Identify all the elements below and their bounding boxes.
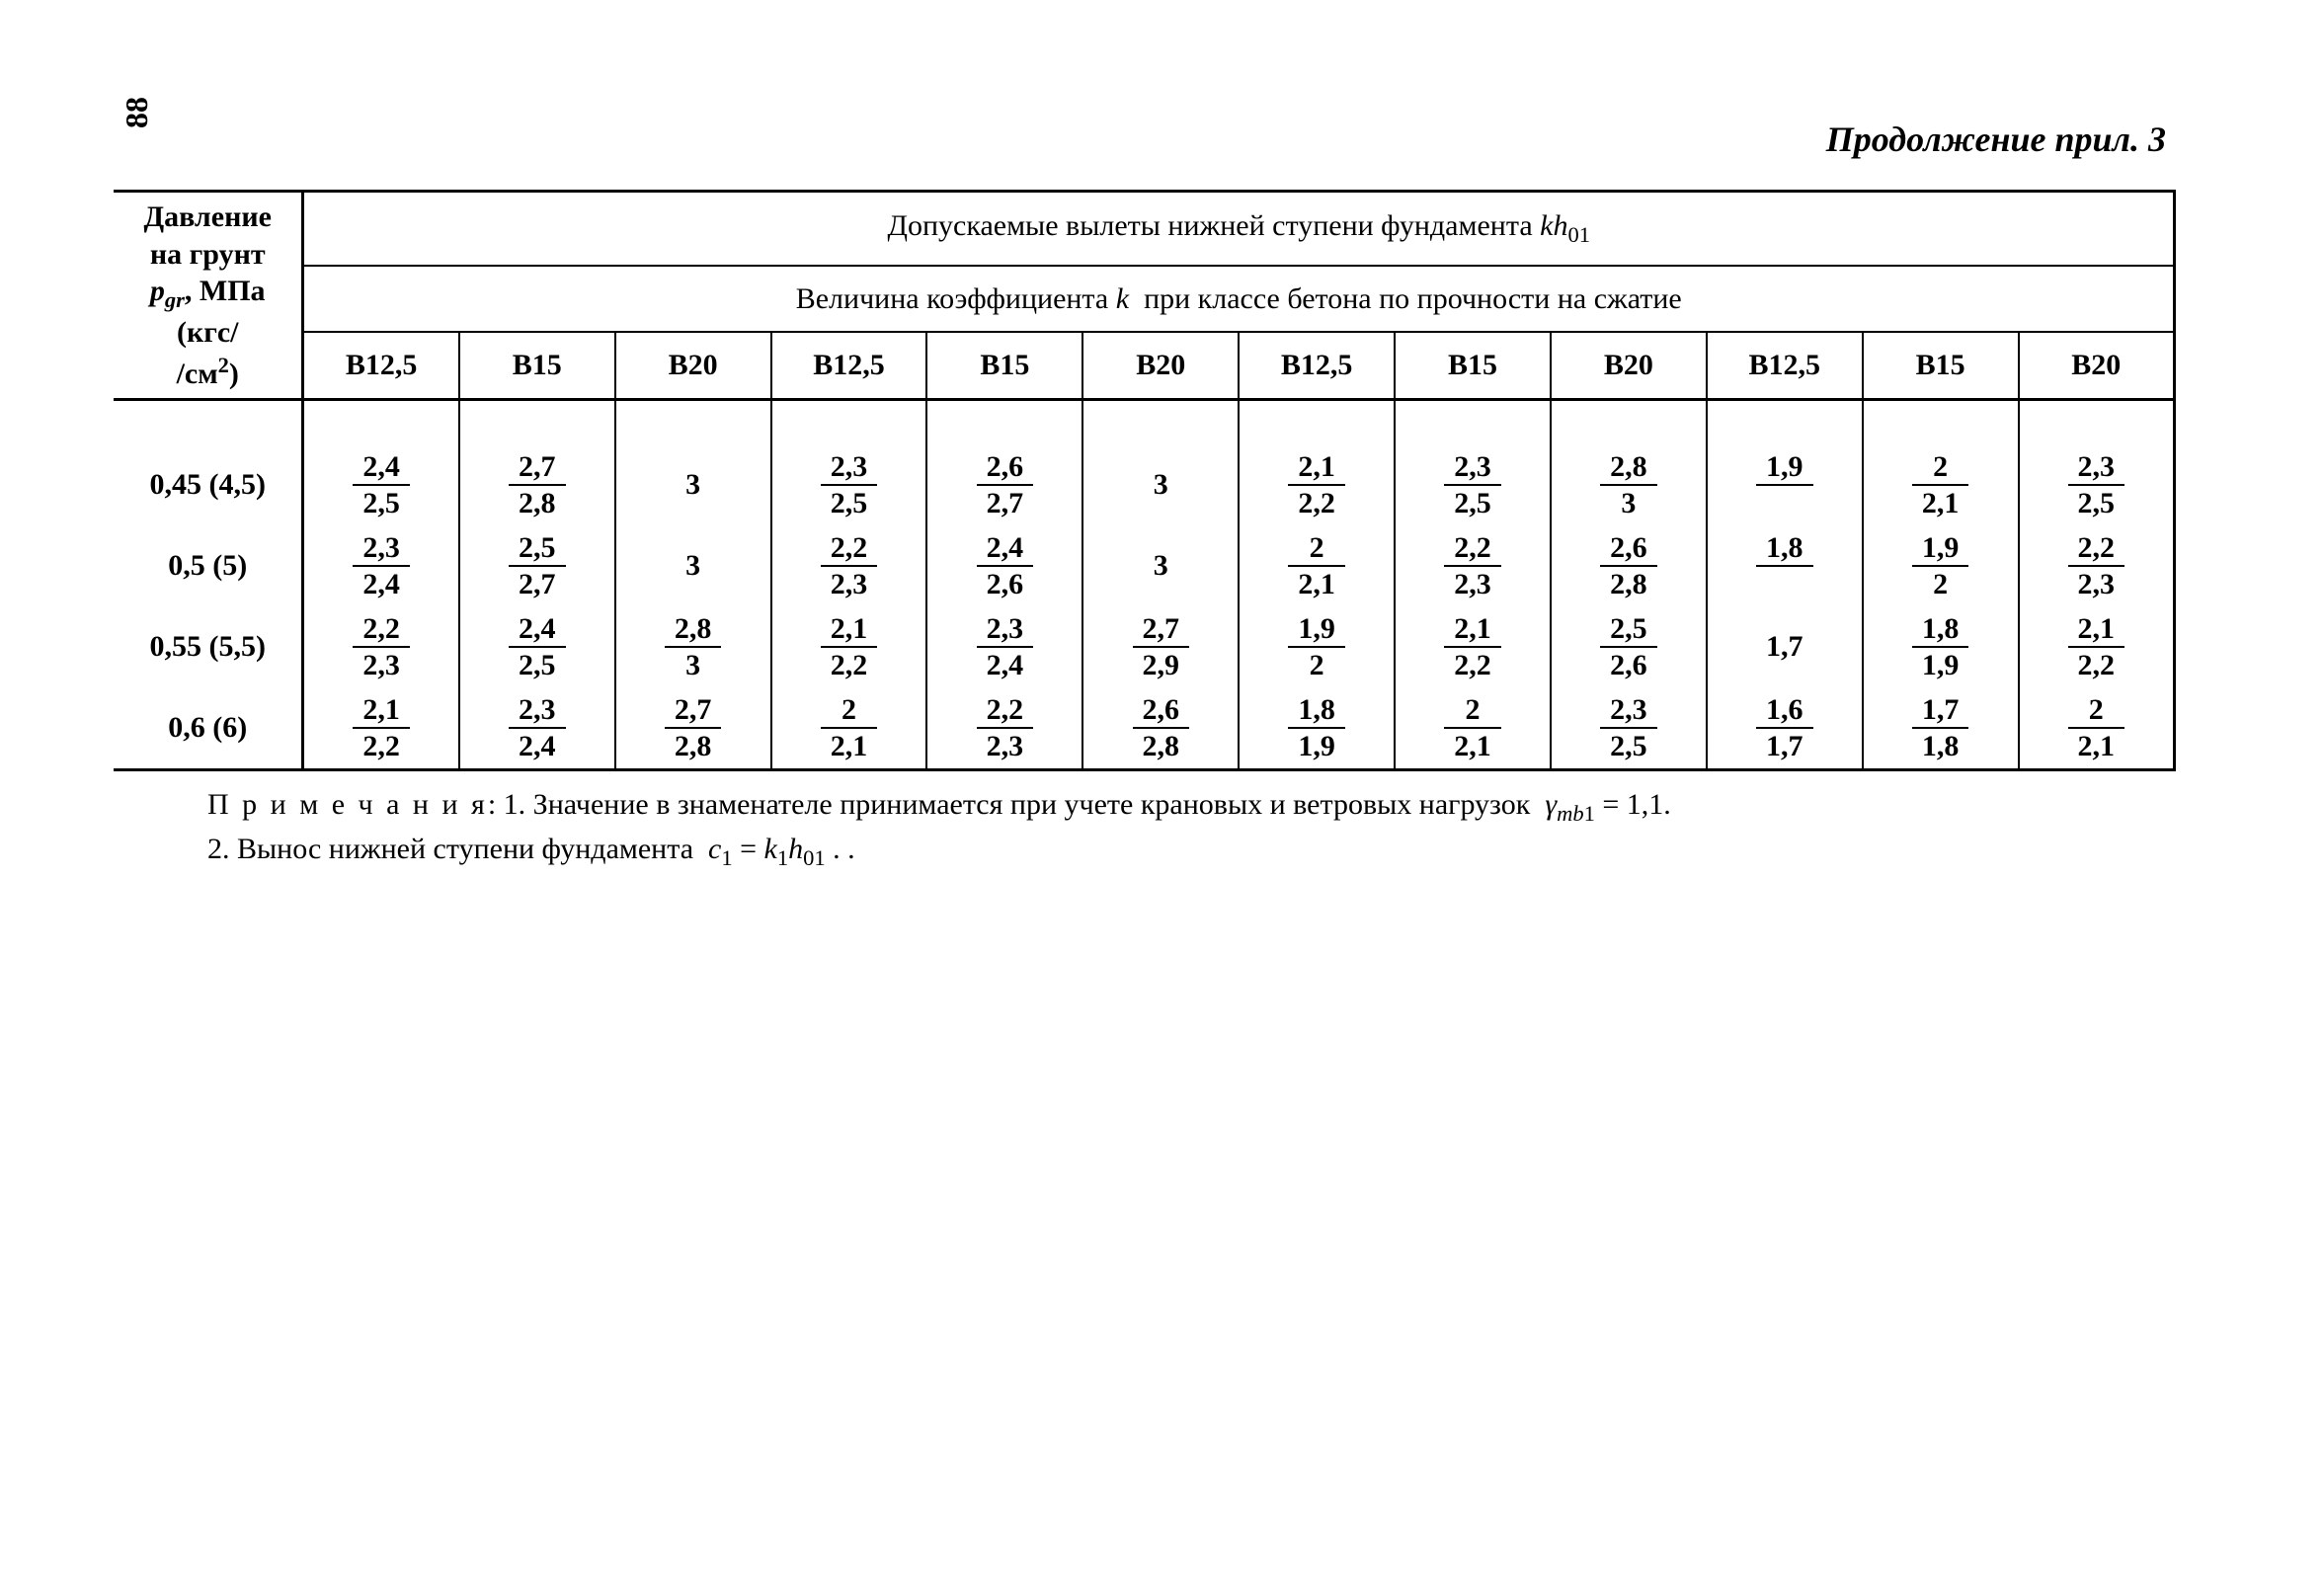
table-row: 0,5 (5)2,32,42,52,732,22,32,42,6322,12,2… bbox=[114, 525, 2175, 606]
table-row: 0,55 (5,5)2,22,32,42,52,832,12,22,32,42,… bbox=[114, 606, 2175, 687]
table-cell: 2,62,7 bbox=[926, 400, 1082, 526]
header-mid-span: Величина коэффициента k при классе бетон… bbox=[303, 266, 2175, 333]
table-cell: 2,32,5 bbox=[1395, 400, 1551, 526]
header-class: В20 bbox=[2019, 332, 2175, 399]
table-cell: 2,32,5 bbox=[771, 400, 927, 526]
table-cell: 2,42,6 bbox=[926, 525, 1082, 606]
table-cell: 2,83 bbox=[1551, 400, 1707, 526]
header-class: В15 bbox=[459, 332, 615, 399]
header-class: В15 bbox=[1395, 332, 1551, 399]
table-cell: 2,32,5 bbox=[2019, 400, 2175, 526]
header-class: В12,5 bbox=[303, 332, 459, 399]
table-cell: 1,9 bbox=[1707, 400, 1863, 526]
note-line-1: П р и м е ч а н и я: 1. Значение в знаме… bbox=[207, 785, 2176, 829]
table-cell: 2,22,3 bbox=[926, 687, 1082, 770]
table-cell: 1,71,8 bbox=[1863, 687, 2019, 770]
table-cell: 22,1 bbox=[771, 687, 927, 770]
row-label: 0,45 (4,5) bbox=[114, 400, 303, 526]
table-body: 0,45 (4,5)2,42,52,72,832,32,52,62,732,12… bbox=[114, 400, 2175, 770]
table-cell: 3 bbox=[1082, 400, 1239, 526]
table-cell: 2,22,3 bbox=[1395, 525, 1551, 606]
table-cell: 22,1 bbox=[1395, 687, 1551, 770]
row-label: 0,6 (6) bbox=[114, 687, 303, 770]
header-class: В15 bbox=[926, 332, 1082, 399]
header-class: В12,5 bbox=[1707, 332, 1863, 399]
table-header: Давлениена грунтpgr, МПа(кгс//см2) Допус… bbox=[114, 192, 2175, 400]
header-class: В12,5 bbox=[1239, 332, 1395, 399]
table-cell: 2,32,4 bbox=[303, 525, 459, 606]
header-pressure: Давлениена грунтpgr, МПа(кгс//см2) bbox=[114, 192, 303, 400]
table-row: 0,6 (6)2,12,22,32,42,72,822,12,22,32,62,… bbox=[114, 687, 2175, 770]
table-cell: 3 bbox=[615, 525, 771, 606]
header-class: В20 bbox=[1551, 332, 1707, 399]
table-row: 0,45 (4,5)2,42,52,72,832,32,52,62,732,12… bbox=[114, 400, 2175, 526]
table-cell: 2,72,8 bbox=[615, 687, 771, 770]
table-cell: 1,92 bbox=[1863, 525, 2019, 606]
table-cell: 22,1 bbox=[1863, 400, 2019, 526]
table-cell: 2,12,2 bbox=[303, 687, 459, 770]
table-cell: 2,32,4 bbox=[459, 687, 615, 770]
header-class: В20 bbox=[1082, 332, 1239, 399]
table-cell: 2,12,2 bbox=[1395, 606, 1551, 687]
table-cell: 2,12,2 bbox=[2019, 606, 2175, 687]
continuation-label: Продолжение прил. 3 bbox=[114, 119, 2176, 160]
note-line-2: 2. Вынос нижней ступени фундамента c1 = … bbox=[207, 830, 2176, 873]
table-cell: 2,62,8 bbox=[1551, 525, 1707, 606]
table-cell: 3 bbox=[615, 400, 771, 526]
table-cell: 2,42,5 bbox=[459, 606, 615, 687]
table-cell: 2,32,4 bbox=[926, 606, 1082, 687]
page: 88 Продолжение прил. 3 Давлениена грунтp… bbox=[0, 0, 2324, 1596]
header-class: В20 bbox=[615, 332, 771, 399]
table-cell: 2,72,8 bbox=[459, 400, 615, 526]
table-cell: 3 bbox=[1082, 525, 1239, 606]
coefficients-table: Давлениена грунтpgr, МПа(кгс//см2) Допус… bbox=[114, 190, 2176, 771]
table-cell: 1,81,9 bbox=[1863, 606, 2019, 687]
row-label: 0,55 (5,5) bbox=[114, 606, 303, 687]
table-cell: 2,72,9 bbox=[1082, 606, 1239, 687]
table-cell: 2,12,2 bbox=[771, 606, 927, 687]
row-label: 0,5 (5) bbox=[114, 525, 303, 606]
header-top-span: Допускаемые вылеты нижней ступени фундам… bbox=[303, 192, 2175, 266]
table-notes: П р и м е ч а н и я: 1. Значение в знаме… bbox=[114, 785, 2176, 873]
table-cell: 2,62,8 bbox=[1082, 687, 1239, 770]
header-class: В15 bbox=[1863, 332, 2019, 399]
table-cell: 2,52,7 bbox=[459, 525, 615, 606]
table-cell: 1,8 bbox=[1707, 525, 1863, 606]
table-cell: 2,42,5 bbox=[303, 400, 459, 526]
table-cell: 1,61,7 bbox=[1707, 687, 1863, 770]
table-cell: 2,12,2 bbox=[1239, 400, 1395, 526]
table-cell: 22,1 bbox=[1239, 525, 1395, 606]
table-cell: 1,7 bbox=[1707, 606, 1863, 687]
header-class: В12,5 bbox=[771, 332, 927, 399]
page-number: 88 bbox=[119, 97, 155, 128]
table-cell: 2,22,3 bbox=[2019, 525, 2175, 606]
table-cell: 2,52,6 bbox=[1551, 606, 1707, 687]
table-cell: 1,92 bbox=[1239, 606, 1395, 687]
table-cell: 22,1 bbox=[2019, 687, 2175, 770]
table-cell: 2,32,5 bbox=[1551, 687, 1707, 770]
table-cell: 1,81,9 bbox=[1239, 687, 1395, 770]
table-cell: 2,22,3 bbox=[303, 606, 459, 687]
table-cell: 2,22,3 bbox=[771, 525, 927, 606]
table-cell: 2,83 bbox=[615, 606, 771, 687]
